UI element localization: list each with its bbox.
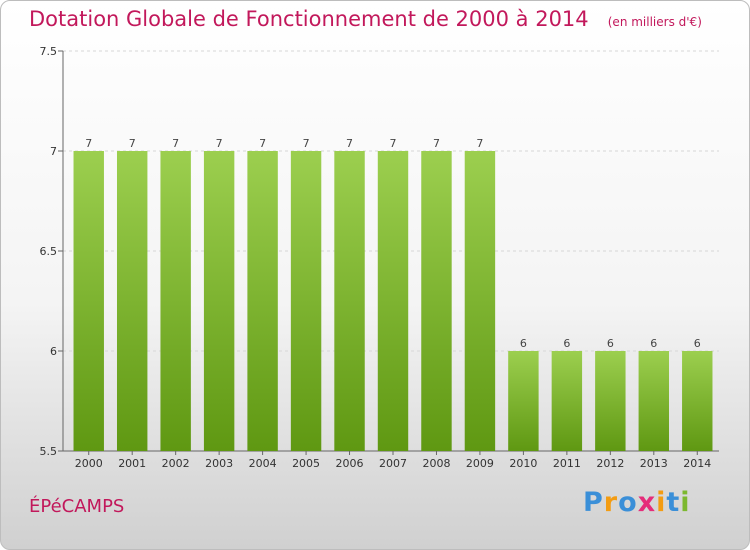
bar: [203, 151, 235, 451]
data-label: 6: [650, 337, 657, 350]
chart-title: Dotation Globale de Fonctionnement de 20…: [29, 7, 702, 31]
x-tick-label: 2012: [596, 457, 624, 470]
x-tick-label: 2009: [466, 457, 494, 470]
logo-letter: x: [637, 487, 657, 518]
data-labels: 7 7 7 7 7 7 7 7 7 7 6 6 6 6 6: [85, 137, 701, 350]
chart-unit: (en milliers d'€): [607, 15, 702, 29]
data-label: 7: [346, 137, 353, 150]
data-label: 7: [390, 137, 397, 150]
bar: [73, 151, 104, 451]
chart-title-text: Dotation Globale de Fonctionnement de 20…: [29, 7, 589, 31]
y-tick-label: 6: [50, 345, 57, 358]
bar: [160, 151, 191, 451]
y-tick-label: 5.5: [40, 445, 58, 458]
x-tick-label: 2008: [422, 457, 450, 470]
x-tick-label: 2000: [75, 457, 103, 470]
data-label: 7: [303, 137, 310, 150]
x-tick-label: 2013: [640, 457, 668, 470]
logo-letter: r: [603, 487, 619, 518]
data-label: 6: [520, 337, 527, 350]
logo-letter: i: [656, 487, 667, 518]
bar: [638, 351, 670, 451]
bar: [421, 151, 452, 451]
data-label: 6: [563, 337, 570, 350]
x-tick-label: 2006: [336, 457, 364, 470]
logo-letter: o: [618, 487, 638, 518]
data-label: 7: [129, 137, 136, 150]
x-tick-label: 2002: [162, 457, 190, 470]
bar: [508, 351, 539, 451]
data-label: 7: [216, 137, 223, 150]
x-tick-label: 2014: [683, 457, 711, 470]
logo-letter: i: [680, 487, 691, 518]
logo-letter: t: [666, 487, 681, 518]
data-label: 6: [607, 337, 614, 350]
data-label: 6: [694, 337, 701, 350]
proxiti-logo: Proxiti: [583, 487, 691, 518]
bar: [116, 151, 148, 451]
x-tick-label: 2007: [379, 457, 407, 470]
y-tick-label: 7.5: [40, 45, 58, 58]
data-label: 7: [259, 137, 266, 150]
bar: [682, 351, 713, 451]
x-tick-label: 2003: [205, 457, 233, 470]
data-label: 7: [85, 137, 92, 150]
logo-letter: P: [583, 487, 604, 518]
y-tick-label: 6.5: [40, 245, 58, 258]
bars: [73, 151, 713, 451]
x-tick-label: 2004: [249, 457, 277, 470]
bar: [247, 151, 278, 451]
data-label: 7: [172, 137, 179, 150]
y-tick-label: 7: [50, 145, 57, 158]
bar: [595, 351, 626, 451]
bar: [464, 151, 496, 451]
bar: [551, 351, 583, 451]
bar: [377, 151, 409, 451]
bar: [334, 151, 365, 451]
x-tick-label: 2010: [509, 457, 537, 470]
bar: [290, 151, 322, 451]
x-tick-label: 2005: [292, 457, 320, 470]
data-label: 7: [476, 137, 483, 150]
x-tick-label: 2011: [553, 457, 581, 470]
axes: 5.5 6 6.5 7 7.5 2000 2001 2002 2003 2004 2005 2006 2…: [40, 45, 719, 470]
town-name: ÉPéCAMPS: [29, 496, 125, 517]
x-tick-label: 2001: [118, 457, 146, 470]
data-label: 7: [433, 137, 440, 150]
